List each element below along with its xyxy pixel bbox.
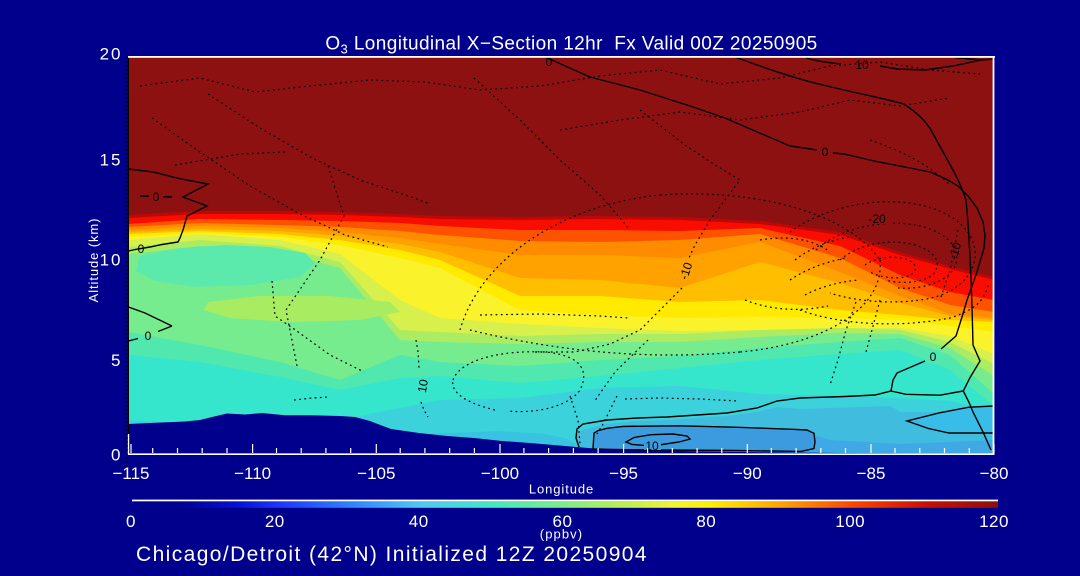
svg-text:15: 15 xyxy=(100,151,123,170)
svg-text:0: 0 xyxy=(930,350,937,364)
svg-text:−80: −80 xyxy=(980,464,1009,483)
svg-text:20: 20 xyxy=(100,45,123,64)
svg-text:-10: -10 xyxy=(946,240,964,261)
svg-text:120: 120 xyxy=(979,512,1009,531)
svg-text:0: 0 xyxy=(822,145,829,159)
svg-text:Chicago/Detroit (42°N) Initial: Chicago/Detroit (42°N) Initialized 12Z 2… xyxy=(136,543,648,566)
svg-text:80: 80 xyxy=(696,512,716,531)
svg-text:(ppbv): (ppbv) xyxy=(540,527,583,542)
svg-text:10: 10 xyxy=(415,378,431,394)
svg-text:-20: -20 xyxy=(868,212,886,226)
svg-text:40: 40 xyxy=(409,512,429,531)
svg-text:−90: −90 xyxy=(733,464,762,483)
svg-text:10: 10 xyxy=(645,439,659,453)
svg-text:5: 5 xyxy=(111,351,122,370)
svg-text:−105: −105 xyxy=(357,464,395,483)
svg-text:0: 0 xyxy=(138,242,145,256)
svg-text:−110: −110 xyxy=(234,464,271,483)
svg-text:-10: -10 xyxy=(677,260,696,281)
svg-text:0: 0 xyxy=(111,446,122,465)
svg-text:0: 0 xyxy=(546,55,553,69)
svg-text:O3 Longitudinal X−Section 12hr: O3 Longitudinal X−Section 12hr Fx Valid … xyxy=(325,34,817,57)
svg-text:100: 100 xyxy=(835,512,865,531)
svg-text:−85: −85 xyxy=(857,464,886,483)
svg-text:0: 0 xyxy=(153,190,160,204)
svg-text:10: 10 xyxy=(855,58,869,72)
svg-text:−100: −100 xyxy=(481,464,519,483)
svg-text:10: 10 xyxy=(100,251,123,270)
svg-text:−95: −95 xyxy=(609,464,638,483)
svg-text:0: 0 xyxy=(126,512,136,531)
svg-text:0: 0 xyxy=(145,329,152,343)
svg-text:Altitude (km): Altitude (km) xyxy=(86,218,101,303)
svg-text:−115: −115 xyxy=(112,464,149,483)
svg-text:20: 20 xyxy=(265,512,285,531)
svg-text:Longitude: Longitude xyxy=(529,482,594,497)
svg-text:60: 60 xyxy=(553,512,573,531)
